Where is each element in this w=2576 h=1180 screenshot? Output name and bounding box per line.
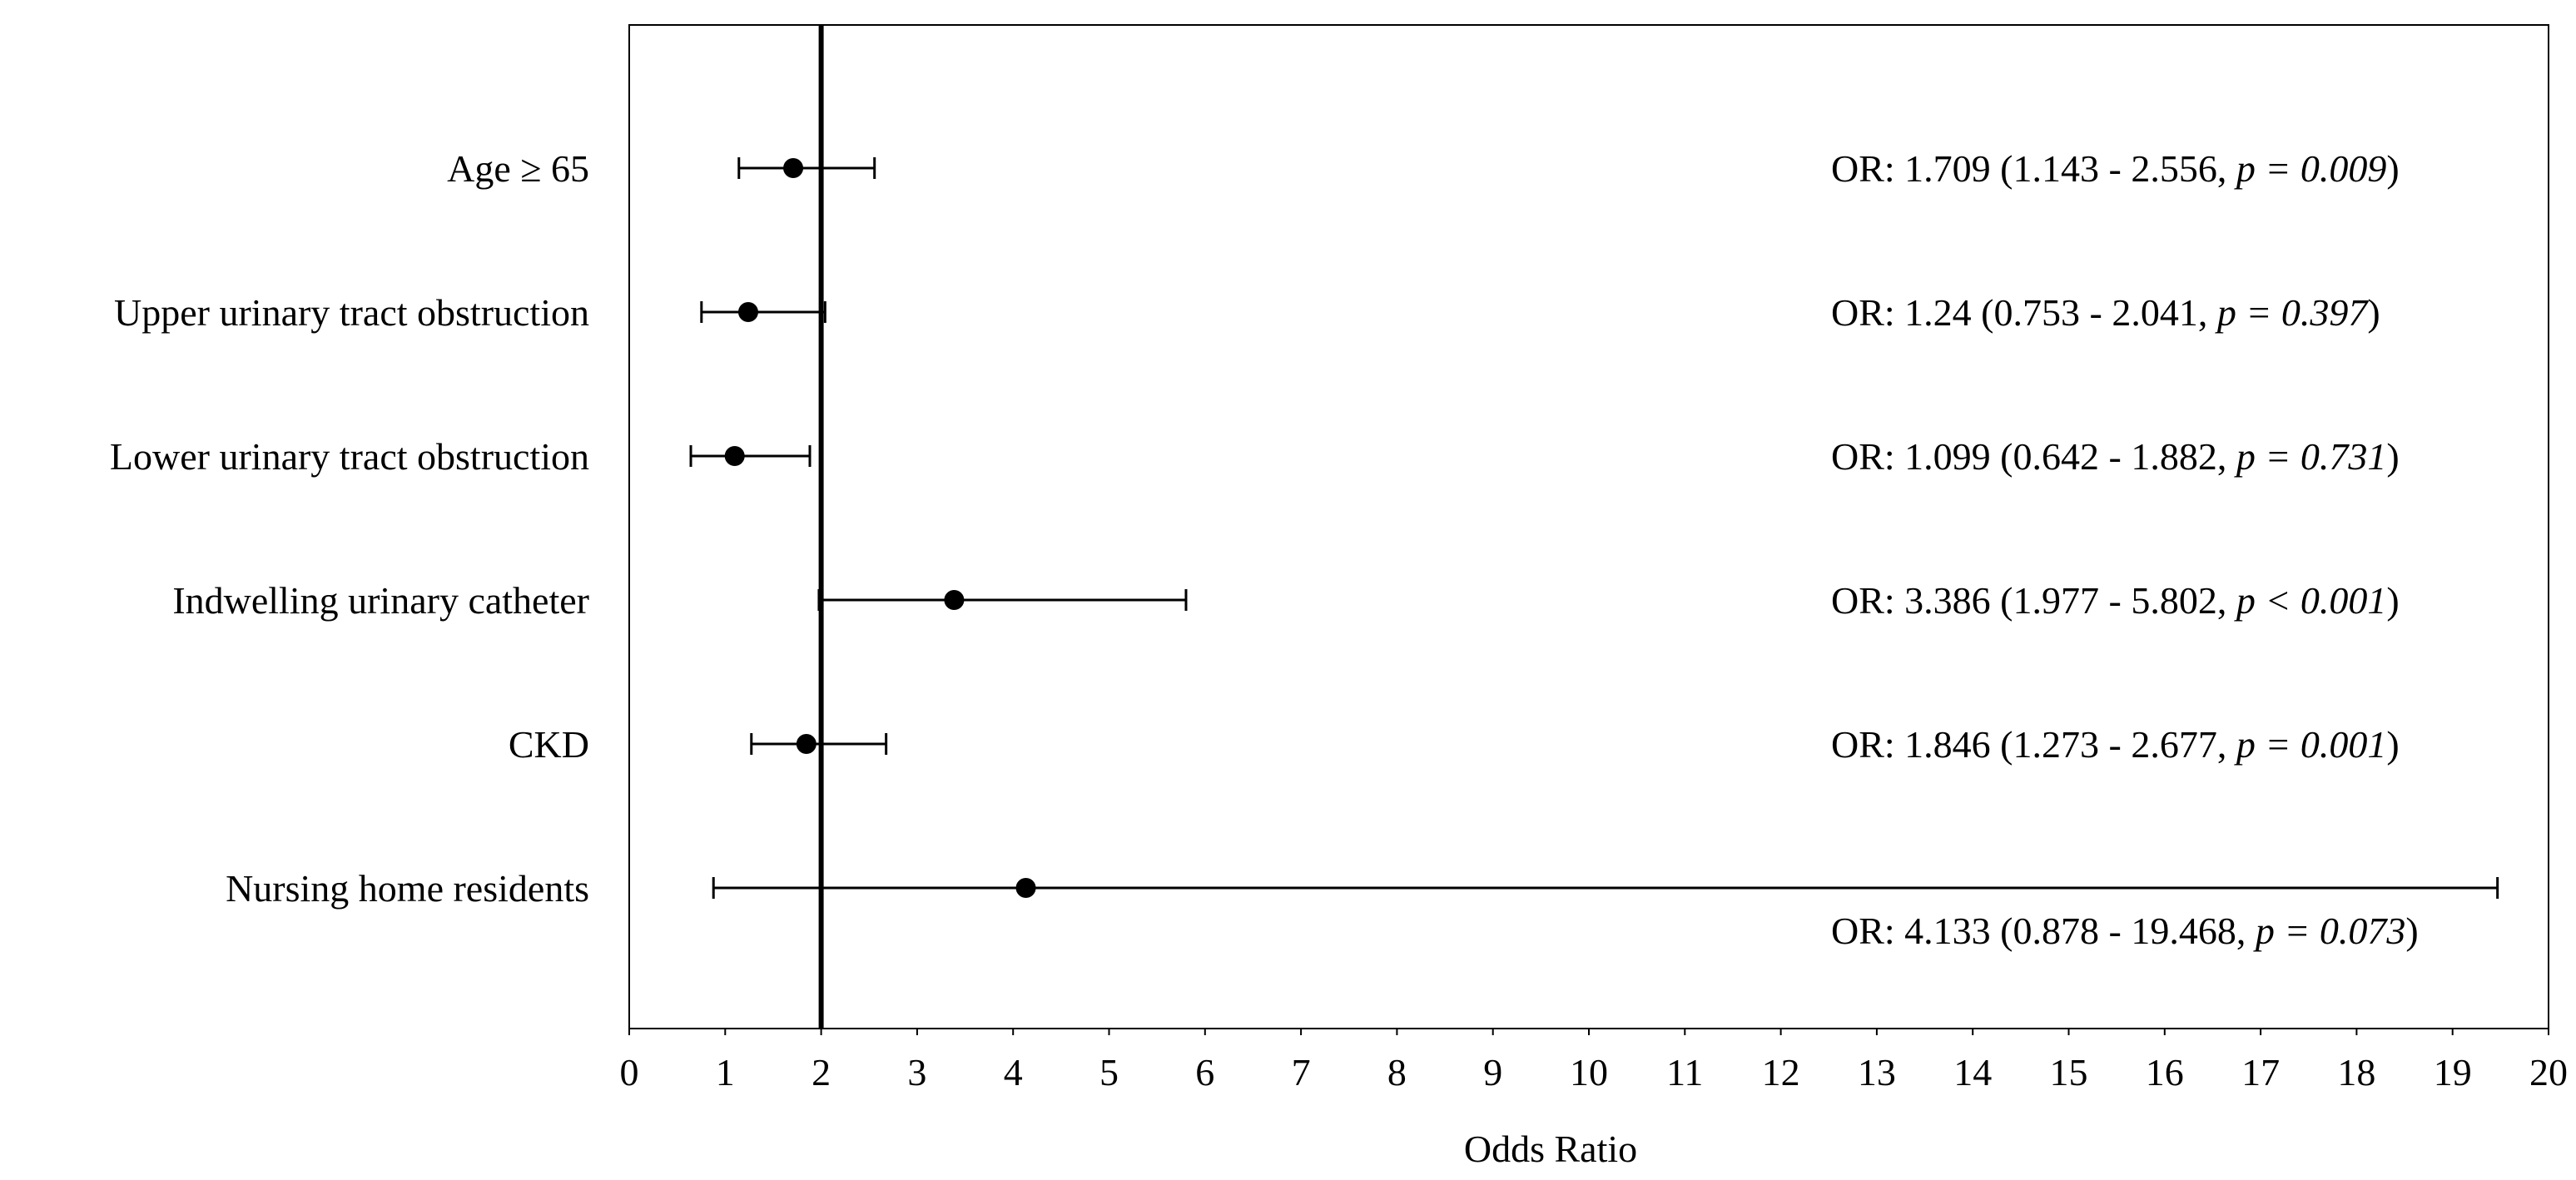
x-tick-label: 7 <box>1292 1051 1311 1093</box>
row-label: Upper urinary tract obstruction <box>114 291 589 334</box>
row-label: CKD <box>509 723 589 766</box>
x-tick-label: 6 <box>1195 1051 1214 1093</box>
or-annotation: OR: 3.386 (1.977 - 5.802, p < 0.001) <box>1831 579 2400 622</box>
forest-row: Nursing home residents OR: 4.133 (0.878 -… <box>226 867 2499 952</box>
forest-rows: Age ≥ 65 OR: 1.709 (1.143 - 2.556, p = 0.… <box>110 147 2499 952</box>
x-tick-label: 15 <box>2050 1051 2088 1093</box>
x-tick-label: 2 <box>812 1051 831 1093</box>
or-point <box>783 158 804 178</box>
forest-row: Upper urinary tract obstruction OR: 1.24 … <box>114 291 2380 334</box>
or-point <box>796 734 816 754</box>
x-tick-label: 13 <box>1858 1051 1896 1093</box>
x-tick-label: 14 <box>1953 1051 1992 1093</box>
x-tick-label: 5 <box>1099 1051 1119 1093</box>
or-point <box>724 446 745 466</box>
row-label: Lower urinary tract obstruction <box>110 435 589 478</box>
x-tick-label: 8 <box>1387 1051 1407 1093</box>
or-point <box>944 590 965 610</box>
forest-row: Age ≥ 65 OR: 1.709 (1.143 - 2.556, p = 0.… <box>447 147 2400 190</box>
or-point <box>1015 878 1036 898</box>
x-axis-ticks: 0 1 2 3 4 5 6 7 8 9 10 11 12 13 14 15 16 17 18 19 20 <box>620 1029 2568 1093</box>
x-tick-label: 1 <box>716 1051 735 1093</box>
x-tick-label: 9 <box>1483 1051 1502 1093</box>
or-annotation: OR: 4.133 (0.878 - 19.468, p = 0.073) <box>1831 910 2419 952</box>
or-annotation: OR: 1.24 (0.753 - 2.041, p = 0.397) <box>1831 291 2380 334</box>
x-tick-label: 12 <box>1762 1051 1800 1093</box>
or-point <box>737 302 758 322</box>
plot-frame <box>628 24 2549 1029</box>
forest-row: Indwelling urinary catheter OR: 3.386 (1.… <box>172 579 2399 622</box>
x-tick-label: 3 <box>907 1051 926 1093</box>
forest-row: CKD OR: 1.846 (1.273 - 2.677, p = 0.001) <box>509 723 2400 766</box>
x-tick-label: 16 <box>2146 1051 2184 1093</box>
or-annotation: OR: 1.709 (1.143 - 2.556, p = 0.009) <box>1831 147 2400 190</box>
or-annotation: OR: 1.099 (0.642 - 1.882, p = 0.731) <box>1831 435 2400 478</box>
x-tick-label: 19 <box>2434 1051 2472 1093</box>
row-label: Indwelling urinary catheter <box>172 579 589 622</box>
row-label: Age ≥ 65 <box>447 147 589 190</box>
forest-row: Lower urinary tract obstruction OR: 1.099… <box>110 435 2400 478</box>
x-tick-label: 0 <box>620 1051 639 1093</box>
x-tick-label: 20 <box>2529 1051 2568 1093</box>
x-axis-label: Odds Ratio <box>1464 1128 1637 1170</box>
x-tick-label: 4 <box>1004 1051 1023 1093</box>
x-tick-label: 17 <box>2241 1051 2280 1093</box>
row-label: Nursing home residents <box>226 867 589 910</box>
x-tick-label: 10 <box>1570 1051 1608 1093</box>
x-tick-label: 18 <box>2337 1051 2375 1093</box>
x-tick-label: 11 <box>1666 1051 1703 1093</box>
or-annotation: OR: 1.846 (1.273 - 2.677, p = 0.001) <box>1831 723 2400 766</box>
